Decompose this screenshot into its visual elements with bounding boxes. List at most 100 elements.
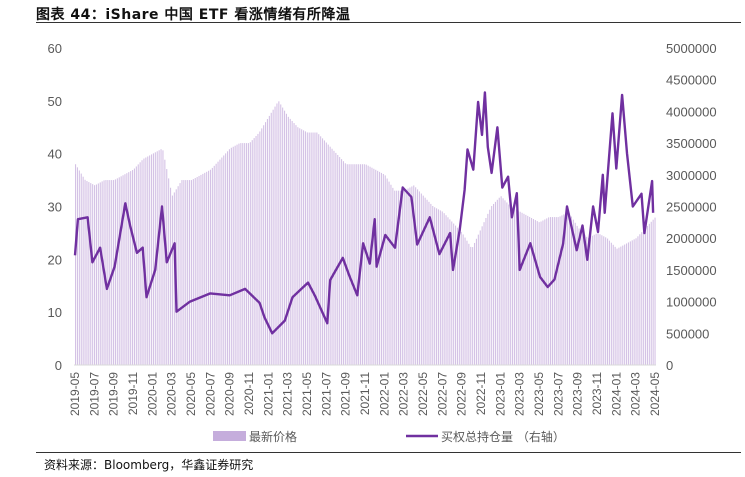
right-tick-label: 2000000 — [666, 231, 717, 246]
price-bar — [354, 164, 356, 365]
price-bar — [430, 203, 432, 365]
left-tick-label: 30 — [48, 200, 62, 215]
price-bar — [352, 164, 354, 365]
holdings-line-path — [73, 91, 655, 335]
price-bar — [409, 187, 411, 365]
price-bar — [496, 199, 498, 365]
price-bar — [221, 157, 223, 365]
price-bar — [614, 246, 616, 365]
price-bar — [249, 142, 251, 365]
price-bar — [574, 222, 576, 365]
price-bar — [652, 219, 654, 365]
price-bar — [358, 164, 360, 365]
price-bar — [519, 211, 521, 365]
price-bar — [90, 183, 92, 365]
price-bar — [593, 234, 595, 365]
x-tick-label: 2020-11 — [242, 372, 256, 415]
price-bar — [261, 128, 263, 365]
price-bar — [415, 187, 417, 365]
price-bar — [181, 180, 183, 365]
source-divider — [36, 452, 741, 453]
left-tick-label: 60 — [48, 41, 62, 56]
x-tick-label: 2020-03 — [165, 372, 179, 416]
price-bar — [120, 176, 122, 365]
price-bar — [517, 210, 519, 365]
x-tick-label: 2023-01 — [493, 372, 507, 416]
legend-bar-swatch — [213, 431, 246, 441]
price-bar — [588, 237, 590, 365]
price-bar — [217, 161, 219, 365]
price-bar — [453, 223, 455, 365]
price-bar — [396, 190, 398, 365]
price-bar — [242, 143, 244, 365]
price-bar — [105, 180, 107, 365]
price-bar — [597, 233, 599, 365]
price-bar — [477, 234, 479, 365]
x-tick-label: 2020-07 — [203, 372, 217, 416]
price-bar — [109, 180, 111, 365]
price-bar — [135, 166, 137, 365]
price-bar — [641, 232, 643, 365]
price-bar — [534, 220, 536, 365]
price-bar — [361, 164, 363, 365]
price-bar — [605, 237, 607, 365]
price-bar — [466, 240, 468, 365]
price-bar — [377, 170, 379, 365]
price-bar — [371, 167, 373, 365]
price-bar — [282, 107, 284, 365]
price-bar — [386, 178, 388, 365]
price-bar — [422, 195, 424, 365]
price-bar — [179, 183, 181, 365]
price-bar — [513, 208, 515, 365]
price-bar — [557, 217, 559, 365]
price-bar — [546, 218, 548, 365]
price-bar — [289, 118, 291, 365]
price-bar — [607, 238, 609, 365]
price-bar — [189, 180, 191, 365]
x-tick-label: 2021-01 — [261, 372, 275, 416]
left-tick-label: 10 — [48, 305, 62, 320]
price-bar — [253, 138, 255, 365]
left-axis: 0 10 20 30 40 50 60 — [48, 41, 62, 373]
price-bar — [595, 233, 597, 365]
price-bar — [107, 180, 109, 365]
price-bar — [616, 248, 618, 365]
price-bar — [183, 180, 185, 365]
price-bar — [160, 149, 162, 365]
price-bar — [312, 132, 314, 365]
price-bar — [118, 177, 120, 365]
x-tick-label: 2023-07 — [551, 372, 565, 416]
price-bar — [149, 155, 151, 365]
price-bar — [94, 185, 96, 365]
price-bar — [542, 220, 544, 365]
price-bar — [451, 221, 453, 365]
price-bar — [137, 164, 139, 365]
price-bar — [314, 132, 316, 365]
price-bar — [601, 235, 603, 365]
price-bar — [331, 148, 333, 365]
x-tick-label: 2022-05 — [416, 372, 430, 416]
price-bar — [470, 246, 472, 365]
price-bar — [398, 190, 400, 365]
price-bar — [335, 152, 337, 365]
price-bar — [213, 165, 215, 365]
price-bar — [185, 180, 187, 365]
source-note: 资料来源：Bloomberg，华鑫证券研究 — [44, 458, 254, 472]
price-bar — [504, 200, 506, 365]
price-bar — [240, 143, 242, 365]
x-tick-label: 2024-05 — [648, 372, 662, 416]
price-bar — [130, 171, 132, 365]
price-bar — [367, 165, 369, 365]
price-bar — [525, 214, 527, 365]
price-bar — [633, 239, 635, 365]
price-bar — [418, 191, 420, 365]
price-bar — [506, 202, 508, 365]
legend-label-holdings: 买权总持仓量 （右轴） — [441, 429, 565, 444]
price-bar — [126, 173, 128, 365]
price-bar — [428, 201, 430, 365]
price-bar — [208, 170, 210, 365]
x-tick-label: 2022-03 — [397, 372, 411, 416]
price-bar — [333, 150, 335, 365]
price-bar — [426, 199, 428, 365]
x-tick-label: 2022-01 — [377, 372, 391, 416]
